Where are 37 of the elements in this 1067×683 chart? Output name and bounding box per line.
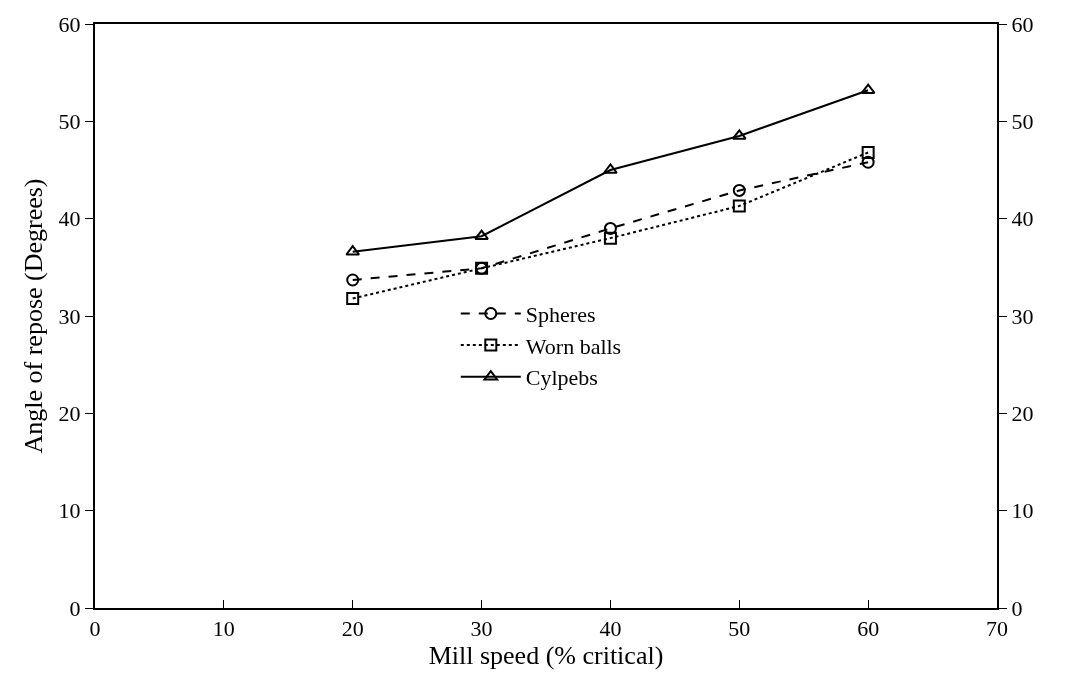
x-tick-label: 40 <box>599 616 622 642</box>
y-tick-label: 50 <box>58 109 81 135</box>
point <box>732 183 746 197</box>
x-tick-label: 60 <box>857 616 880 642</box>
x-tick-label: 0 <box>89 616 101 642</box>
x-tick-label: 50 <box>728 616 751 642</box>
x-tick-label: 30 <box>470 616 493 642</box>
y2-tick-label: 10 <box>1011 498 1034 524</box>
point <box>474 229 489 240</box>
point <box>603 163 618 174</box>
point <box>861 145 875 159</box>
point <box>346 291 360 305</box>
point <box>603 221 617 235</box>
point <box>732 199 746 213</box>
x-tick-label: 70 <box>986 616 1008 642</box>
point <box>861 155 875 169</box>
y2-tick-label: 30 <box>1011 303 1034 329</box>
y-tick-label: 30 <box>58 303 81 329</box>
x-axis-title: Mill speed (% critical) <box>428 641 664 671</box>
legend-label: Spheres <box>525 302 596 328</box>
legend-label: Cylpebs <box>525 365 598 391</box>
y2-tick-label: 20 <box>1011 401 1034 427</box>
y2-tick-label: 40 <box>1011 206 1034 232</box>
x-tick-label: 20 <box>341 616 364 642</box>
y-tick-label: 60 <box>58 11 81 37</box>
point <box>603 231 617 245</box>
y-tick-label: 0 <box>69 595 81 621</box>
point <box>346 273 360 287</box>
x-tick-label: 10 <box>212 616 235 642</box>
y-axis-title: Angle of repose (Degrees) <box>19 178 49 454</box>
y-tick-label: 40 <box>58 206 81 232</box>
y2-tick-label: 0 <box>1011 595 1023 621</box>
y-tick-label: 20 <box>58 401 81 427</box>
legend-label: Worn balls <box>525 333 622 359</box>
y2-tick-label: 60 <box>1011 11 1034 37</box>
y2-tick-label: 50 <box>1011 109 1034 135</box>
y-tick-label: 10 <box>58 498 81 524</box>
